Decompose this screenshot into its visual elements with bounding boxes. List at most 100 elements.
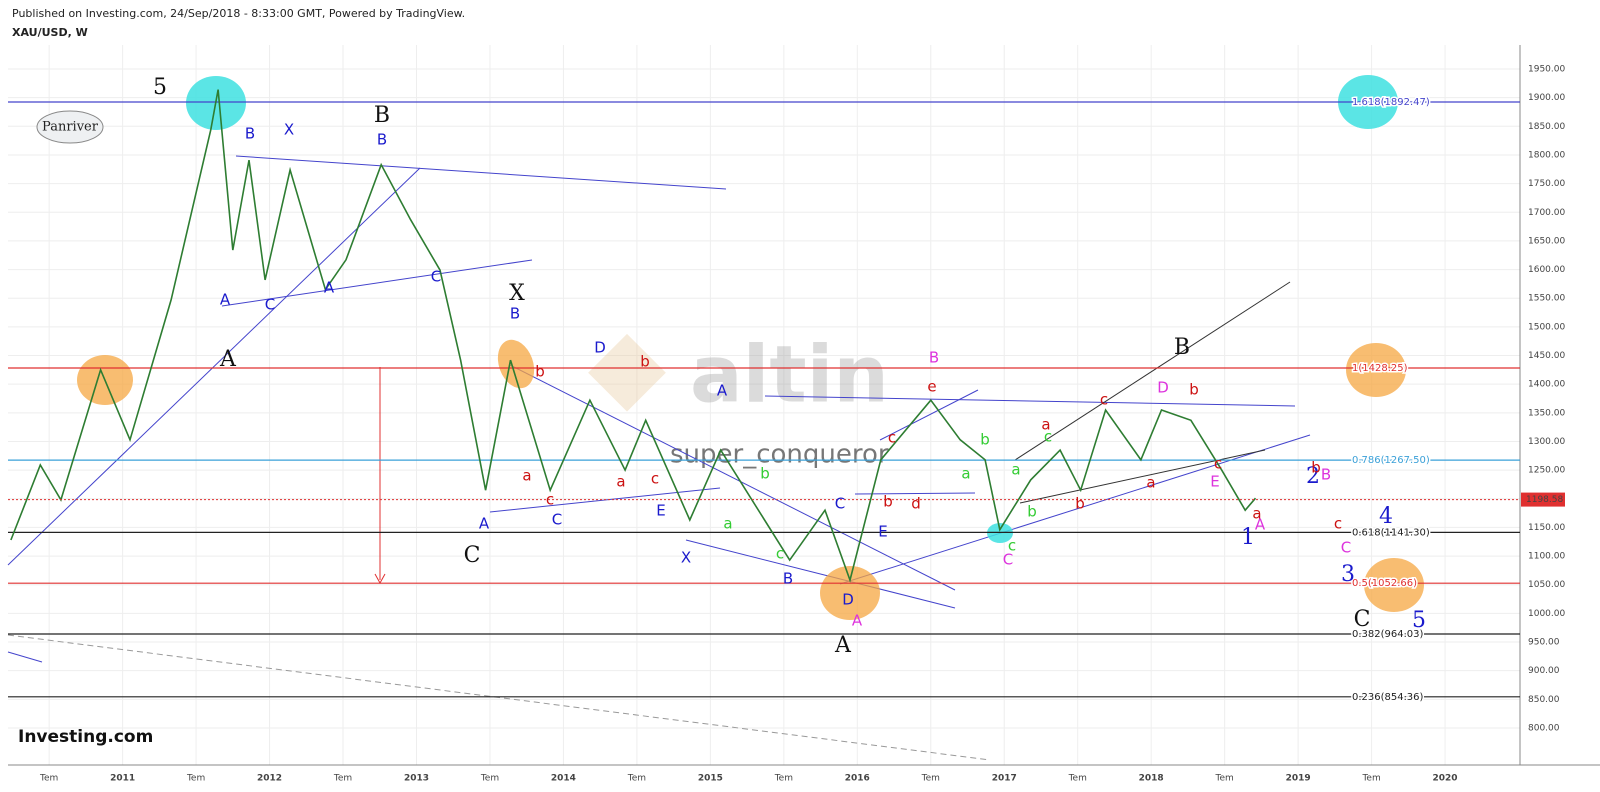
wave-label: c [1008, 537, 1016, 555]
wave-label: A [717, 382, 728, 400]
wave-label: b [1311, 459, 1321, 477]
wave-label: b [1075, 495, 1085, 513]
wave-label: E [656, 502, 665, 520]
x-tick-label: 2016 [845, 774, 870, 784]
level-label: 0.236(854.36) [1352, 692, 1424, 703]
grid [8, 45, 1520, 765]
wave-label: b [760, 465, 770, 483]
wave-label: e [927, 378, 936, 396]
level-label: 0.618(1141.30) [1352, 527, 1430, 538]
wave-label: b [980, 431, 990, 449]
wave-label: B [510, 305, 520, 323]
y-tick-label: 1900.00 [1528, 93, 1565, 103]
badge-text: Panriver [42, 120, 99, 135]
wave-label: d [911, 495, 921, 513]
wave-label: E [878, 523, 887, 541]
y-tick-label: 1050.00 [1528, 580, 1565, 590]
wave-label: C [464, 543, 481, 568]
wave-label: C [1003, 551, 1013, 569]
y-tick-label: 1150.00 [1528, 523, 1565, 533]
y-tick-label: 1250.00 [1528, 466, 1565, 476]
wave-label: a [616, 473, 625, 491]
wave-label: b [640, 353, 650, 371]
x-tick-label: 2020 [1433, 774, 1458, 784]
y-tick-label: 1300.00 [1528, 437, 1565, 447]
x-tick-label: Tem [480, 774, 499, 784]
y-tick-label: 900.00 [1528, 666, 1560, 676]
x-tick-label: 2019 [1286, 774, 1311, 784]
badge [36, 110, 104, 144]
x-tick-label: Tem [774, 774, 793, 784]
highlight [1346, 343, 1406, 397]
level-label: 0.5(1052.66) [1352, 578, 1417, 589]
wave-label: A [219, 347, 237, 372]
wave-label: A [324, 279, 335, 297]
wave-label: 2 [1306, 464, 1320, 489]
wave-label: A [220, 291, 231, 309]
wave-label: a [1252, 505, 1261, 523]
trendline [1019, 449, 1266, 504]
x-tick-label: Tem [1068, 774, 1087, 784]
y-tick-label: 1600.00 [1528, 265, 1565, 275]
wave-label: b [1027, 503, 1037, 521]
x-tick-label: 2011 [110, 774, 135, 784]
wave-label: D [1157, 379, 1169, 397]
author: super_conqueror [670, 440, 889, 470]
x-tick-label: Tem [39, 774, 58, 784]
x-tick-label: Tem [921, 774, 940, 784]
wave-label: a [723, 515, 732, 533]
y-tick-label: 1800.00 [1528, 150, 1565, 160]
wave-label: B [374, 103, 390, 128]
wave-label: a [961, 465, 970, 483]
wave-label: a [1011, 461, 1020, 479]
wave-label: A [834, 633, 852, 658]
trendline [685, 539, 956, 609]
x-tick-label: 2012 [257, 774, 282, 784]
wave-label: B [1321, 466, 1331, 484]
wave-label: E [1210, 473, 1219, 491]
wave-label: c [1044, 428, 1052, 446]
x-tick-label: Tem [1361, 774, 1380, 784]
y-tick-label: 850.00 [1528, 695, 1560, 705]
trendline [1014, 281, 1291, 461]
trendline [854, 492, 976, 495]
logo: Investing.com [18, 727, 153, 747]
wave-label: 3 [1341, 562, 1355, 587]
wave-label: c [1100, 391, 1108, 409]
x-tick-label: 2017 [992, 774, 1017, 784]
wave-label: 4 [1379, 504, 1393, 529]
wave-label: C [431, 268, 441, 286]
trendline [7, 634, 991, 761]
wave-label: 5 [1412, 608, 1426, 633]
y-tick-label: 1850.00 [1528, 122, 1565, 132]
wave-label: b [1189, 381, 1199, 399]
trendline [509, 364, 956, 591]
trendline [879, 389, 979, 441]
wave-label: B [783, 570, 793, 588]
price-line [10, 89, 1257, 583]
watermark-text: altin [690, 330, 889, 420]
y-tick-label: 1650.00 [1528, 236, 1565, 246]
wave-label: b [883, 493, 893, 511]
wave-label: B [929, 349, 939, 367]
x-tick-label: Tem [1215, 774, 1234, 784]
wave-label: a [1041, 416, 1050, 434]
wave-label: X [681, 549, 691, 567]
watermark: altin [588, 330, 889, 420]
wave-label: C [1341, 539, 1351, 557]
wave-label: c [1214, 455, 1222, 473]
wave-label: 1 [1241, 525, 1255, 550]
highlights [36, 75, 1424, 620]
wave-label: C [1354, 607, 1371, 632]
wave-label: b [535, 363, 545, 381]
wave-label: A [479, 515, 490, 533]
y-tick-label: 1700.00 [1528, 208, 1565, 218]
trendline [221, 259, 533, 307]
level-label: 1.618(1892.47) [1352, 97, 1430, 108]
x-tick-label: Tem [186, 774, 205, 784]
y-tick-label: 1350.00 [1528, 408, 1565, 418]
level-label: 0.786(1267.50) [1352, 455, 1430, 466]
y-tick-label: 950.00 [1528, 638, 1560, 648]
wave-label: D [842, 591, 854, 609]
